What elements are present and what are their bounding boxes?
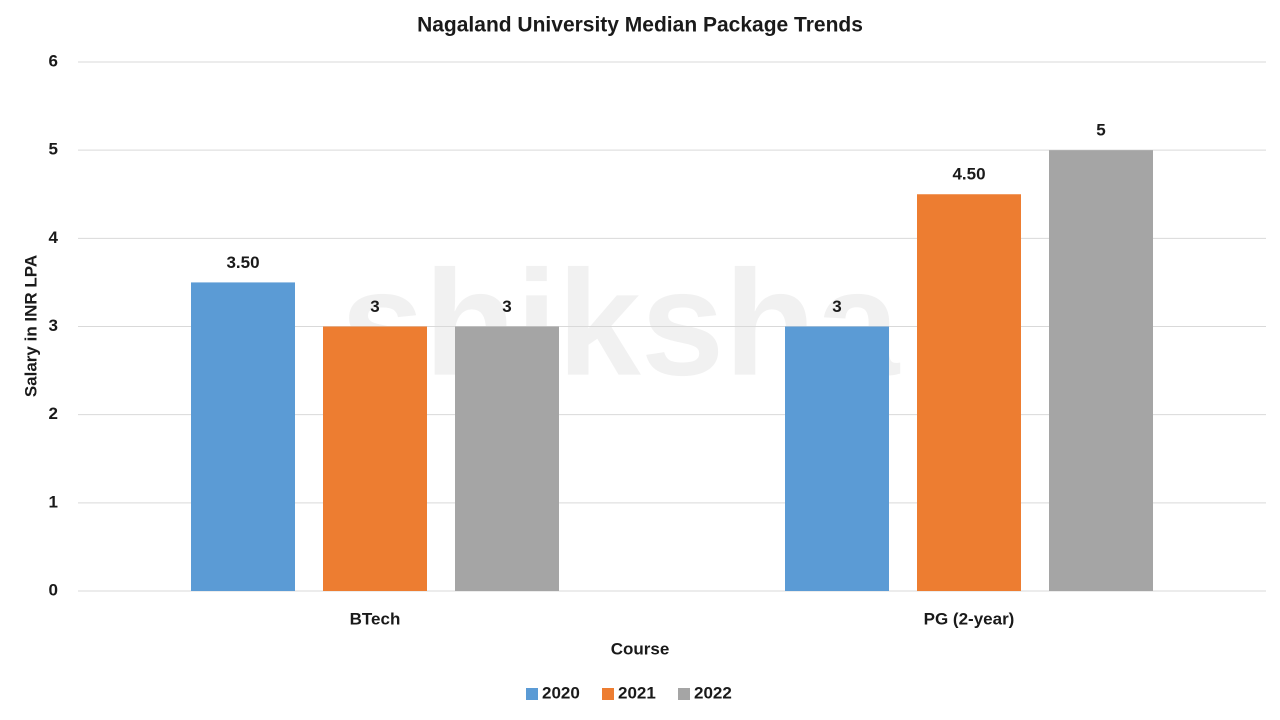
legend-swatch [526,688,538,700]
x-tick-label: BTech [350,609,401,628]
data-label: 3 [502,297,511,316]
bar [191,282,295,591]
bar [1049,150,1153,591]
x-axis-title: Course [611,639,670,658]
y-tick-label: 0 [49,580,58,599]
data-label: 5 [1096,121,1105,140]
legend-swatch [678,688,690,700]
y-tick-label: 3 [49,316,58,335]
data-label: 3 [370,297,379,316]
x-tick-label: PG (2-year) [924,609,1015,628]
y-axis-title: Salary in INR LPA [21,255,40,397]
y-tick-label: 4 [49,228,59,247]
y-tick-label: 2 [49,404,58,423]
bar [455,326,559,591]
bar [917,194,1021,591]
legend-label: 2022 [694,683,732,702]
y-tick-label: 5 [49,140,58,159]
bar [785,326,889,591]
legend-label: 2020 [542,683,580,702]
bar [323,326,427,591]
y-tick-label: 6 [49,51,58,70]
legend-label: 2021 [618,683,656,702]
legend-swatch [602,688,614,700]
data-label: 3.50 [226,253,259,272]
data-label: 3 [832,297,841,316]
y-tick-label: 1 [49,492,58,511]
data-label: 4.50 [952,165,985,184]
chart-title: Nagaland University Median Package Trend… [417,14,863,37]
